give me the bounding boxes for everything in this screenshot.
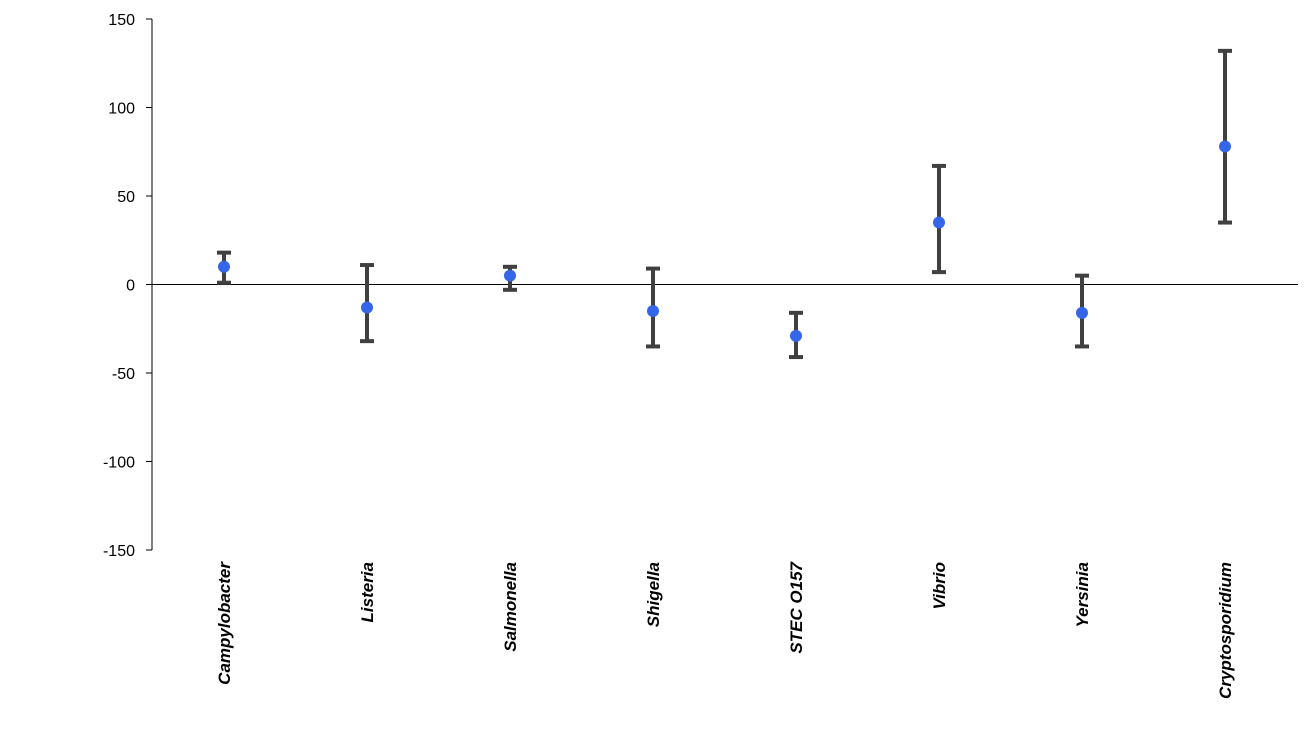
y-tick-label: -50 xyxy=(112,366,135,383)
data-point xyxy=(647,305,659,318)
error-bar xyxy=(1218,48,1232,225)
x-category-label: Cryptosporidium xyxy=(1216,562,1235,699)
x-category-label: Vibrio xyxy=(930,562,949,610)
y-tick-label: 0 xyxy=(126,278,135,295)
x-category-label: Listeria xyxy=(358,562,377,622)
data-point xyxy=(504,269,516,282)
axes-layer xyxy=(151,19,1298,550)
y-tick-label: 50 xyxy=(117,189,135,206)
x-axis-category-labels: Campylobacter Listeria Salmonella Shigella S… xyxy=(215,560,1235,698)
x-category-label: Yersinia xyxy=(1073,562,1092,628)
y-axis-ticks: 150 100 50 0 -50 -100 -150 xyxy=(103,12,152,560)
data-points xyxy=(218,140,1231,342)
data-point xyxy=(1219,140,1231,153)
x-category-label: STEC O157 xyxy=(787,560,806,653)
data-point xyxy=(361,301,373,314)
y-tick-label: 150 xyxy=(108,12,135,29)
data-point xyxy=(933,216,945,229)
y-tick-label: -150 xyxy=(103,543,135,560)
y-tick-label: -100 xyxy=(103,455,135,472)
y-tick-label: 100 xyxy=(108,101,135,118)
data-point xyxy=(790,329,802,342)
x-category-label: Campylobacter xyxy=(215,561,234,685)
x-category-label: Shigella xyxy=(644,562,663,627)
x-category-label: Salmonella xyxy=(501,562,520,652)
data-point xyxy=(218,260,230,273)
data-point xyxy=(1076,306,1088,319)
